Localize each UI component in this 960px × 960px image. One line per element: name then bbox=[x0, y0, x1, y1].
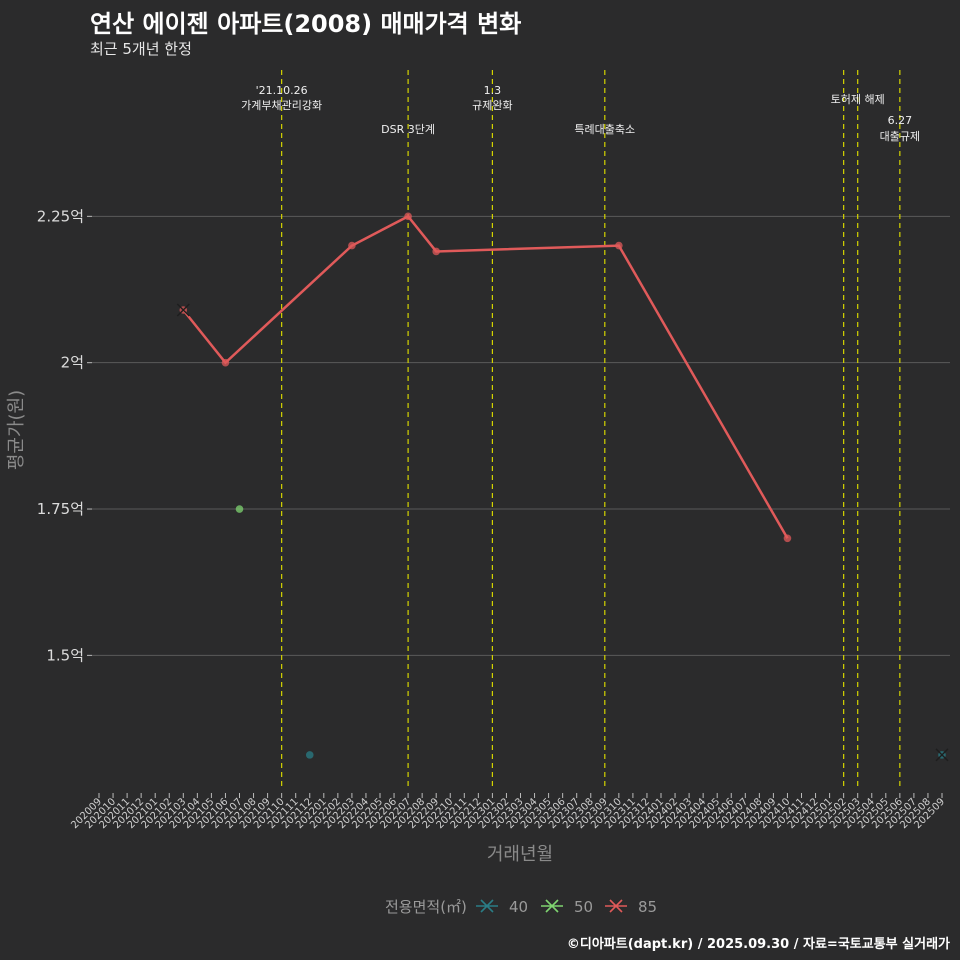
event-label: 대출규제 bbox=[880, 130, 920, 143]
source-caption: ©디아파트(dapt.kr) / 2025.09.30 / 자료=국토교통부 실… bbox=[566, 937, 950, 952]
x-axis: 2020092020102020112020122021012021022021… bbox=[69, 793, 947, 831]
event-label: 가계부채관리강화 bbox=[241, 99, 322, 112]
data-point-85 bbox=[404, 212, 412, 221]
y-axis-title: 평균가(원) bbox=[6, 390, 27, 470]
data-point-85 bbox=[221, 358, 230, 367]
legend-label: 40 bbox=[509, 898, 528, 916]
y-axis: 1.5억 1.75억 2억 2.25억 bbox=[37, 207, 92, 664]
series-line-85 bbox=[182, 214, 789, 539]
x-axis-title: 거래년월 bbox=[487, 844, 553, 865]
data-point-85 bbox=[432, 247, 441, 256]
legend-label: 50 bbox=[574, 898, 593, 916]
data-point-85 bbox=[348, 241, 356, 250]
legend-key-cross bbox=[609, 899, 623, 913]
data-point-85 bbox=[783, 534, 792, 543]
y-tick-label: 2억 bbox=[61, 354, 84, 372]
latest-marker-40 bbox=[935, 748, 949, 762]
event-label: 6.27 bbox=[888, 114, 913, 127]
event-label: '21.10.26 bbox=[256, 84, 308, 97]
event-label: 특례대출축소 bbox=[574, 123, 635, 136]
legend: 전용면적(㎡) 40 50 85 bbox=[385, 898, 657, 916]
latest-marker-85 bbox=[176, 303, 190, 317]
chart-title: 연산 에이젠 아파트(2008) 매매가격 변화 bbox=[90, 10, 522, 38]
event-label: 토허제 해제 bbox=[831, 92, 885, 106]
series-layer bbox=[176, 212, 949, 762]
event-label: DSR 3단계 bbox=[381, 123, 435, 136]
legend-title: 전용면적(㎡) bbox=[385, 898, 467, 916]
data-point-50 bbox=[235, 505, 244, 513]
data-point-85 bbox=[615, 241, 623, 250]
event-label: 규제완화 bbox=[472, 99, 512, 112]
y-tick-label: 1.75억 bbox=[37, 500, 84, 518]
legend-label: 85 bbox=[638, 898, 657, 916]
y-tick-label: 2.25억 bbox=[37, 207, 84, 225]
y-tick-label: 1.5억 bbox=[46, 646, 84, 664]
data-point-40 bbox=[305, 751, 314, 759]
event-label: 1.3 bbox=[484, 84, 502, 97]
legend-key-cross bbox=[480, 899, 494, 913]
chart-subtitle: 최근 5개년 한정 bbox=[90, 40, 192, 58]
gridlines bbox=[92, 215, 950, 656]
legend-key-cross bbox=[545, 899, 559, 913]
